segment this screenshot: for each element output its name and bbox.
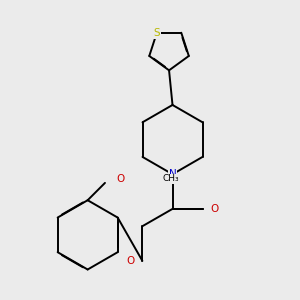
Text: CH₃: CH₃: [163, 174, 179, 183]
Text: O: O: [211, 204, 219, 214]
Text: N: N: [169, 169, 176, 179]
Text: O: O: [116, 174, 125, 184]
Text: O: O: [126, 256, 134, 266]
Text: S: S: [154, 28, 160, 38]
